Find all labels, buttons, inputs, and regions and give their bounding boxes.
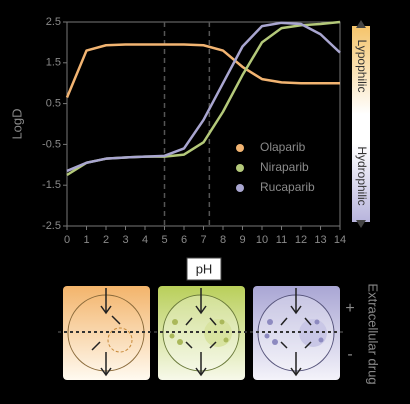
x-tick-label: 10: [256, 234, 268, 246]
x-tick-label: 11: [276, 234, 287, 246]
legend-marker: [236, 184, 244, 192]
legend-marker: [236, 164, 244, 172]
y-tick-label: -2.5: [42, 220, 61, 232]
x-axis-label: pH: [196, 261, 213, 276]
colorbar: [352, 26, 370, 222]
x-tick-label: 0: [64, 234, 70, 246]
colorbar-label: Hydrophilic: [355, 146, 369, 205]
plot-frame: [66, 21, 341, 227]
series-line: [65, 43, 340, 98]
x-tick-label: 13: [314, 234, 326, 246]
x-tick-label: 9: [239, 234, 245, 246]
panel: [158, 286, 245, 380]
legend-label: Niraparib: [260, 160, 309, 174]
series-line: [66, 21, 341, 173]
x-label-box: [186, 257, 222, 281]
drug-dots: [169, 319, 229, 345]
plus-sign: +: [345, 300, 354, 317]
panel: [253, 286, 340, 380]
x-tick-label: 14: [334, 234, 346, 246]
legend-label: Olaparib: [260, 140, 306, 154]
x-tick-label: 4: [142, 234, 148, 246]
y-tick-label: 0.5: [46, 98, 61, 110]
legend-label: Rucaparib: [260, 180, 315, 194]
y-axis-label: LogD: [9, 108, 24, 139]
x-tick-label: 1: [83, 234, 89, 246]
y-tick-label: -1.5: [42, 179, 61, 191]
x-tick-label: 5: [161, 234, 167, 246]
x-tick-label: 8: [220, 234, 226, 246]
x-tick-label: 6: [181, 234, 187, 246]
x-tick-label: 2: [103, 234, 109, 246]
drug-dots: [264, 319, 324, 345]
colorbar-label: Lypophilic: [355, 40, 369, 93]
minus-sign: -: [347, 346, 352, 363]
y-tick-label: 2.5: [46, 16, 61, 28]
x-tick-label: 7: [200, 234, 206, 246]
legend-marker: [236, 144, 244, 152]
y-tick-label: -0.5: [42, 138, 61, 150]
nucleus: [107, 327, 133, 353]
y-tick-label: 1.5: [46, 57, 61, 69]
x-tick-label: 12: [295, 234, 307, 246]
arrows: [91, 288, 312, 377]
diagram: [58, 286, 345, 380]
x-tick-label: 3: [122, 234, 128, 246]
diagram-label: Extracellular drug: [366, 283, 381, 384]
